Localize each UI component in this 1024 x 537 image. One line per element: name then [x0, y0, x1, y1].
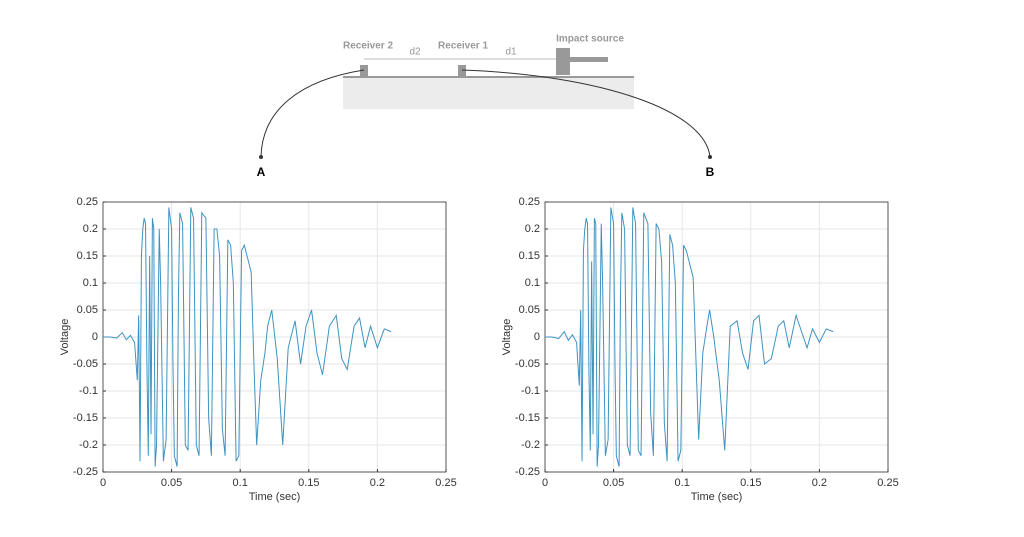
y-tick-label: -0.25 — [73, 466, 98, 478]
y-tick-label: -0.1 — [79, 385, 98, 397]
x-tick-label: 0.05 — [603, 477, 624, 489]
label-a: A — [257, 165, 266, 179]
label-b: B — [706, 165, 715, 179]
impact-handle — [570, 57, 608, 62]
y-tick-label: 0.1 — [83, 277, 98, 289]
y-tick-label: 0.25 — [519, 196, 540, 208]
receiver-1-label: Receiver 1 — [438, 41, 488, 52]
cable-b — [461, 69, 711, 158]
x-tick-label: 0.25 — [435, 477, 456, 489]
impact-hammer — [556, 48, 570, 75]
x-tick-label: 0.25 — [877, 477, 898, 489]
x-tick-label: 0.15 — [740, 477, 761, 489]
y-tick-label: -0.25 — [515, 466, 540, 478]
x-tick-label: 0.2 — [812, 477, 827, 489]
x-tick-label: 0 — [542, 477, 548, 489]
point-b — [708, 155, 712, 159]
x-axis-label: Time (sec) — [691, 491, 743, 503]
y-tick-label: -0.15 — [515, 412, 540, 424]
x-tick-label: 0 — [100, 477, 106, 489]
y-tick-label: 0.25 — [77, 196, 98, 208]
x-axis-label: Time (sec) — [249, 491, 301, 503]
ground — [343, 77, 634, 109]
y-tick-label: 0 — [92, 331, 98, 343]
y-tick-label: 0.05 — [77, 304, 98, 316]
signal-line — [545, 207, 834, 467]
line-chart: -0.25 -0.2 -0.15 -0.1 -0.05 0 0.05 0.1 0.15 0.2 0.… — [501, 196, 899, 503]
y-tick-label: -0.1 — [521, 385, 540, 397]
y-tick-label: 0.2 — [525, 223, 540, 235]
d2-label: d2 — [409, 47, 421, 58]
y-tick-label: 0.15 — [77, 250, 98, 262]
impact-label: Impact source — [556, 34, 624, 45]
point-a — [259, 155, 263, 159]
setup-diagram: Receiver 2 Receiver 1 Impact source d2 d… — [257, 34, 715, 180]
y-tick-label: -0.05 — [515, 358, 540, 370]
y-tick-label: 0.1 — [525, 277, 540, 289]
y-tick-label: -0.05 — [73, 358, 98, 370]
y-tick-label: 0.2 — [83, 223, 98, 235]
y-tick-label: -0.2 — [521, 439, 540, 451]
y-tick-label: 0.15 — [519, 250, 540, 262]
x-tick-label: 0.2 — [370, 477, 385, 489]
x-tick-label: 0.1 — [675, 477, 690, 489]
d1-label: d1 — [505, 47, 517, 58]
y-axis-label: Voltage — [59, 319, 71, 356]
x-tick-label: 0.1 — [233, 477, 248, 489]
cable-a — [260, 69, 365, 158]
y-tick-label: -0.15 — [73, 412, 98, 424]
receiver-2-label: Receiver 2 — [343, 41, 393, 52]
y-tick-label: 0 — [534, 331, 540, 343]
signal-line — [103, 207, 392, 467]
y-tick-label: 0.05 — [519, 304, 540, 316]
y-axis-label: Voltage — [501, 319, 513, 356]
x-tick-label: 0.15 — [298, 477, 319, 489]
x-tick-label: 0.05 — [161, 477, 182, 489]
line-chart: -0.25 -0.2 -0.15 -0.1 -0.05 0 0.05 0.1 0.15 0.2 0.… — [59, 196, 457, 503]
y-tick-label: -0.2 — [79, 439, 98, 451]
